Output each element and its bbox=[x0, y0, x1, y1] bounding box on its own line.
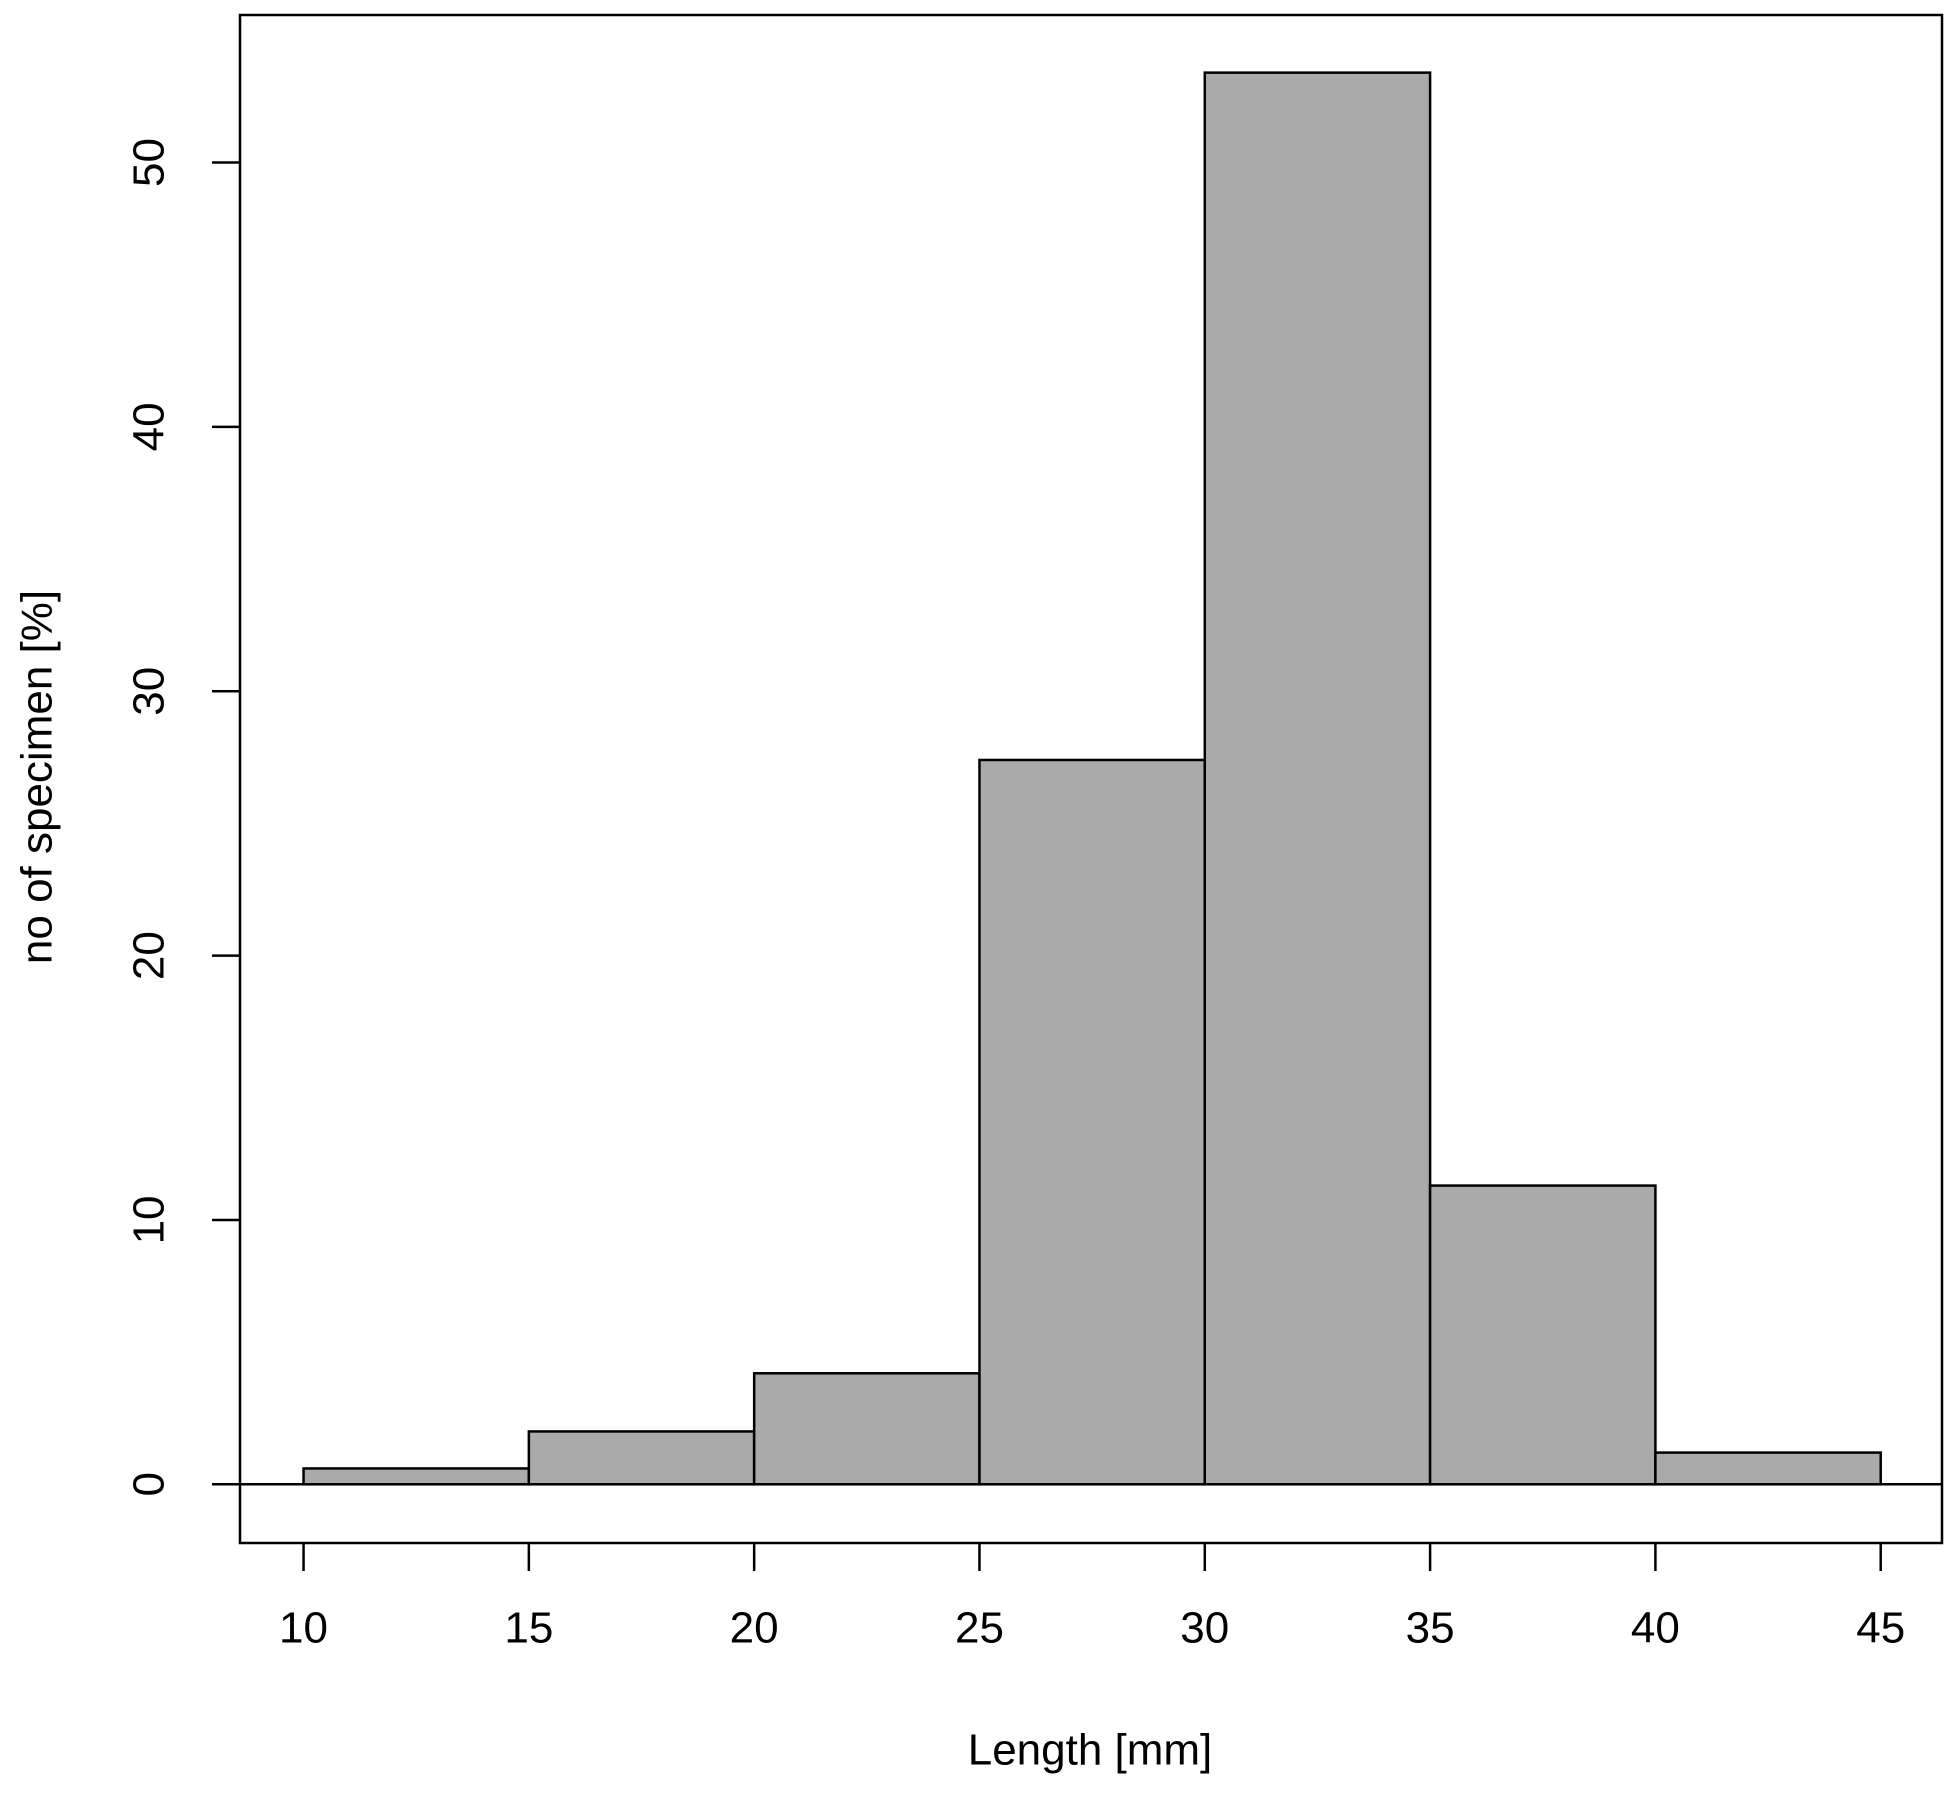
bar bbox=[978, 758, 1207, 1486]
y-tick-label: 10 bbox=[125, 1195, 174, 1244]
x-axis-label: Length [mm] bbox=[968, 1726, 1213, 1775]
x-tick-label: 30 bbox=[1180, 1604, 1229, 1653]
x-tick-label: 15 bbox=[504, 1604, 553, 1653]
x-tick-label: 20 bbox=[730, 1604, 779, 1653]
bar bbox=[302, 1467, 531, 1486]
x-tick-label: 10 bbox=[279, 1604, 328, 1653]
x-tick-label: 25 bbox=[955, 1604, 1004, 1653]
bar bbox=[527, 1430, 756, 1486]
y-tick-label: 20 bbox=[125, 931, 174, 980]
bar bbox=[1428, 1184, 1657, 1486]
y-tick-label: 30 bbox=[125, 667, 174, 716]
bar bbox=[752, 1372, 981, 1486]
bar bbox=[1203, 71, 1432, 1486]
x-tick-label: 45 bbox=[1856, 1604, 1905, 1653]
plot-frame bbox=[238, 13, 1944, 1545]
bar bbox=[1654, 1451, 1882, 1486]
y-tick-label: 0 bbox=[125, 1472, 174, 1496]
y-axis-label: no of specimen [%] bbox=[13, 590, 62, 964]
y-tick-label: 40 bbox=[125, 402, 174, 451]
x-tick-label: 35 bbox=[1406, 1604, 1455, 1653]
y-tick-label: 50 bbox=[125, 138, 174, 187]
x-tick-label: 40 bbox=[1631, 1604, 1680, 1653]
